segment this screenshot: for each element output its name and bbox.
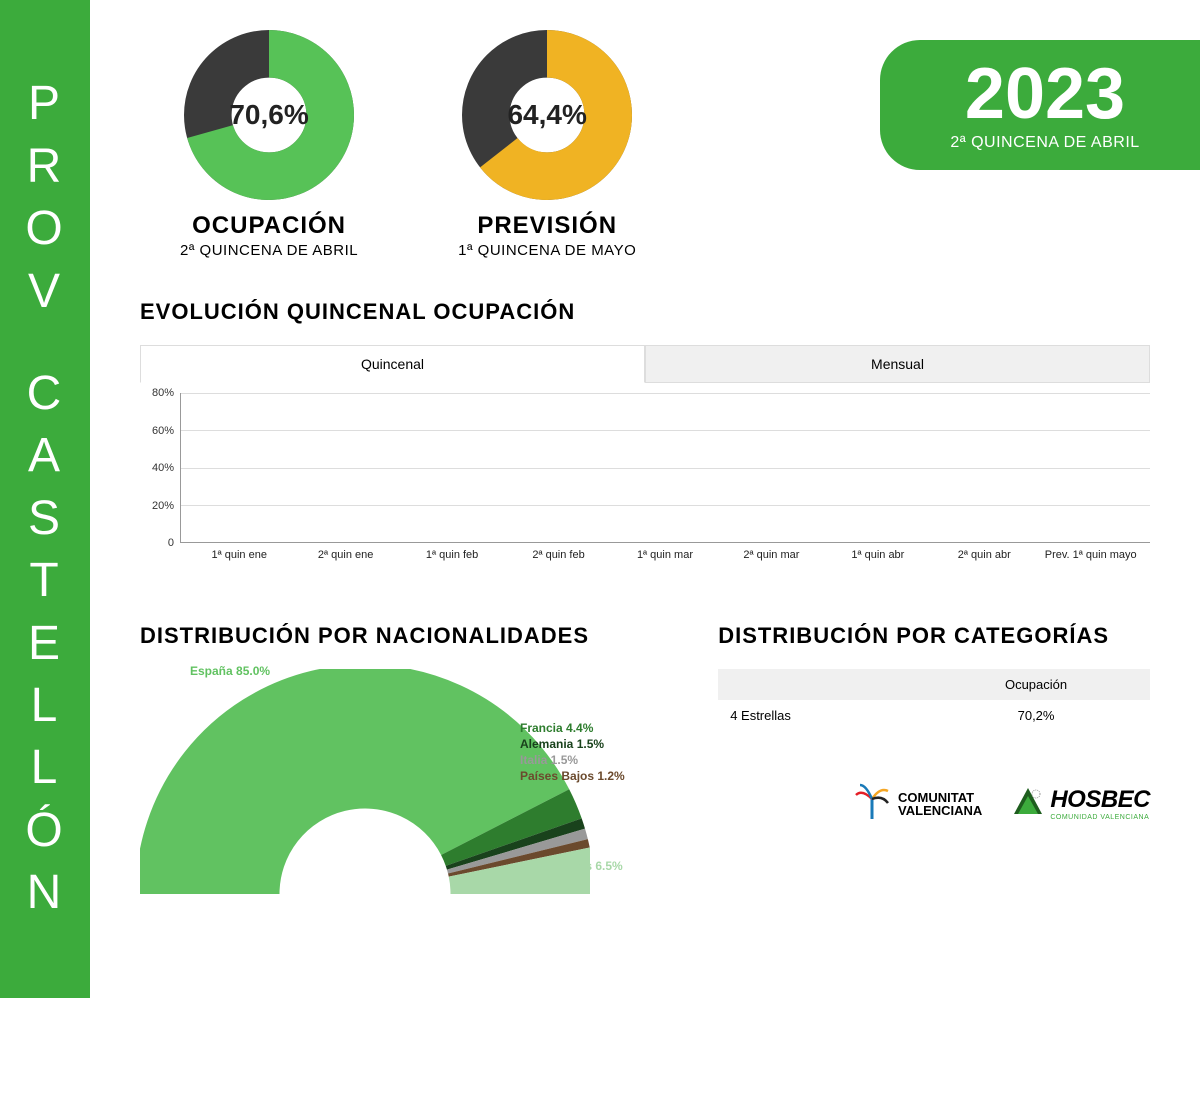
y-tick: 80%: [152, 387, 174, 399]
logo-comunitat-valenciana: COMUNITAT VALENCIANA: [852, 781, 982, 826]
x-label: 2ª quin feb: [509, 549, 607, 562]
y-tick: 0: [168, 537, 174, 549]
tabs: Quincenal Mensual: [140, 345, 1150, 383]
sidebar: PROV CASTELLÓN: [0, 0, 90, 998]
year-sub: 2ª QUINCENA DE ABRIL: [920, 134, 1170, 152]
x-label: 1ª quin abr: [829, 549, 927, 562]
bar-value-label: 64,4%: [1042, 524, 1140, 538]
logo-hosbec: HOSBEC COMUNIDAD VALENCIANA: [1012, 786, 1150, 821]
palm-icon: [852, 781, 892, 826]
donut-ocupacion-value: 70,6%: [184, 30, 354, 200]
x-label: 1ª quin ene: [190, 549, 288, 562]
donut-prevision-title: PREVISIÓN: [477, 212, 617, 240]
nationality-label: Francia 4.4%: [520, 721, 593, 735]
x-label: 2ª quin abr: [935, 549, 1033, 562]
nationalities-section: DISTRIBUCIÓN POR NACIONALIDADES España 8…: [140, 623, 658, 899]
categories-table: Ocupación 4 Estrellas70,2%: [718, 669, 1150, 731]
x-label: 2ª quin mar: [722, 549, 820, 562]
tab-quincenal[interactable]: Quincenal: [140, 345, 645, 383]
bar-value-label: 64,5%: [616, 524, 714, 538]
nationality-label: Otros 6.5%: [560, 859, 623, 873]
category-row: 4 Estrellas70,2%: [718, 700, 1150, 731]
y-tick: 20%: [152, 500, 174, 512]
x-label: 1ª quin mar: [616, 549, 714, 562]
sidebar-word1: PROV: [25, 73, 64, 323]
bar-chart: 020%40%60%80% 44,7%60,3%48,9%74,8%64,5%6…: [140, 393, 1150, 593]
x-label: 2ª quin ene: [296, 549, 394, 562]
logos: COMUNITAT VALENCIANA HOSBEC COM: [718, 781, 1150, 826]
logo-cv-line1: COMUNITAT: [898, 791, 982, 804]
evolution-title: EVOLUCIÓN QUINCENAL OCUPACIÓN: [140, 299, 1150, 325]
donut-prevision-value: 64,4%: [462, 30, 632, 200]
donut-ocupacion-title: OCUPACIÓN: [192, 212, 346, 240]
donut-prevision-sub: 1ª QUINCENA DE MAYO: [458, 242, 636, 259]
categories-title: DISTRIBUCIÓN POR CATEGORÍAS: [718, 623, 1150, 649]
main-content: 70,6% OCUPACIÓN 2ª QUINCENA DE ABRIL 64,…: [90, 0, 1200, 998]
bar-value-label: 70,6%: [935, 524, 1033, 538]
bar-value-label: 44,7%: [191, 524, 289, 538]
bar-value-label: 67%: [723, 524, 821, 538]
nationality-label: Italia 1.5%: [520, 753, 578, 767]
categories-header: Ocupación: [934, 677, 1138, 692]
year-badge: 2023 2ª QUINCENA DE ABRIL: [880, 40, 1200, 170]
logo-cv-line2: VALENCIANA: [898, 804, 982, 817]
y-tick: 60%: [152, 425, 174, 437]
nationality-label: España 85.0%: [190, 664, 270, 678]
triangle-icon: [1012, 786, 1044, 821]
x-label: Prev. 1ª quin mayo: [1042, 549, 1140, 562]
category-label: 4 Estrellas: [730, 708, 934, 723]
logo-hosbec-sub: COMUNIDAD VALENCIANA: [1050, 814, 1150, 821]
bar-value-label: 74,8%: [510, 524, 608, 538]
bar-value-label: 48,9%: [404, 524, 502, 538]
bar-value-label: 66,5%: [829, 524, 927, 538]
donut-ocupacion: 70,6% OCUPACIÓN 2ª QUINCENA DE ABRIL: [180, 30, 358, 259]
sidebar-word2: CASTELLÓN: [25, 363, 64, 925]
y-tick: 40%: [152, 462, 174, 474]
bar-value-label: 60,3%: [297, 524, 395, 538]
nationalities-title: DISTRIBUCIÓN POR NACIONALIDADES: [140, 623, 658, 649]
donut-ocupacion-sub: 2ª QUINCENA DE ABRIL: [180, 242, 358, 259]
tab-mensual[interactable]: Mensual: [645, 345, 1150, 383]
nationality-label: Alemania 1.5%: [520, 737, 604, 751]
nationality-label: Países Bajos 1.2%: [520, 769, 625, 783]
year-value: 2023: [920, 58, 1170, 130]
donut-prevision: 64,4% PREVISIÓN 1ª QUINCENA DE MAYO: [458, 30, 636, 259]
logo-hosbec-name: HOSBEC: [1050, 786, 1150, 814]
categories-section: DISTRIBUCIÓN POR CATEGORÍAS Ocupación 4 …: [718, 623, 1150, 899]
category-value: 70,2%: [934, 708, 1138, 723]
x-label: 1ª quin feb: [403, 549, 501, 562]
evolution-section: EVOLUCIÓN QUINCENAL OCUPACIÓN Quincenal …: [140, 299, 1150, 593]
